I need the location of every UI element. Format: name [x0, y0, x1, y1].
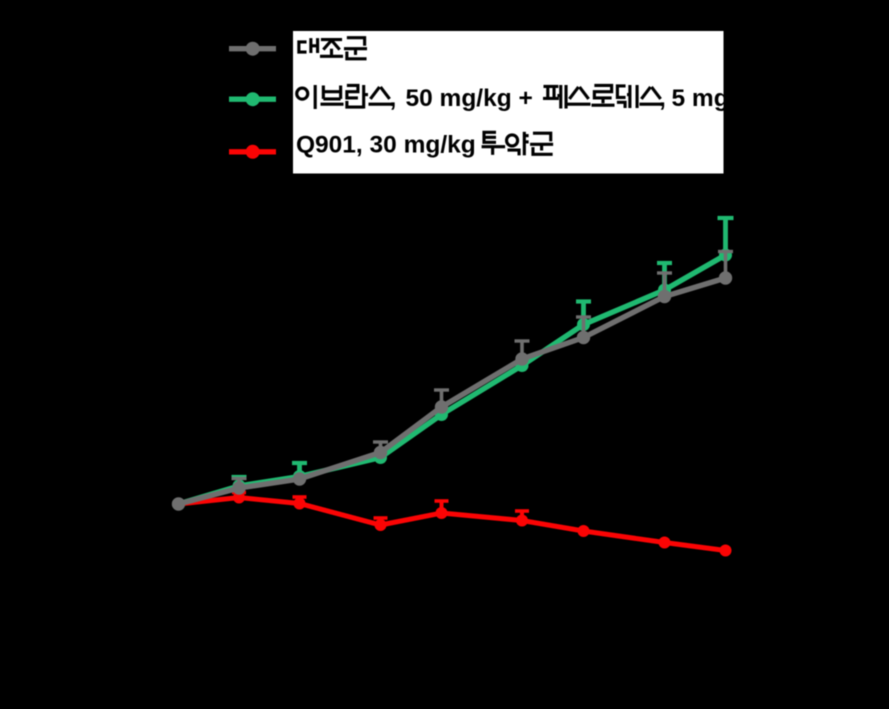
- svg-text:,: ,: [390, 85, 397, 112]
- svg-text:,: ,: [659, 85, 666, 112]
- svg-text:5 mg: 5 mg: [672, 85, 729, 112]
- svg-text:Q901, 30 mg/kg: Q901, 30 mg/kg: [296, 132, 476, 159]
- svg-text:50 mg/kg +: 50 mg/kg +: [406, 85, 533, 112]
